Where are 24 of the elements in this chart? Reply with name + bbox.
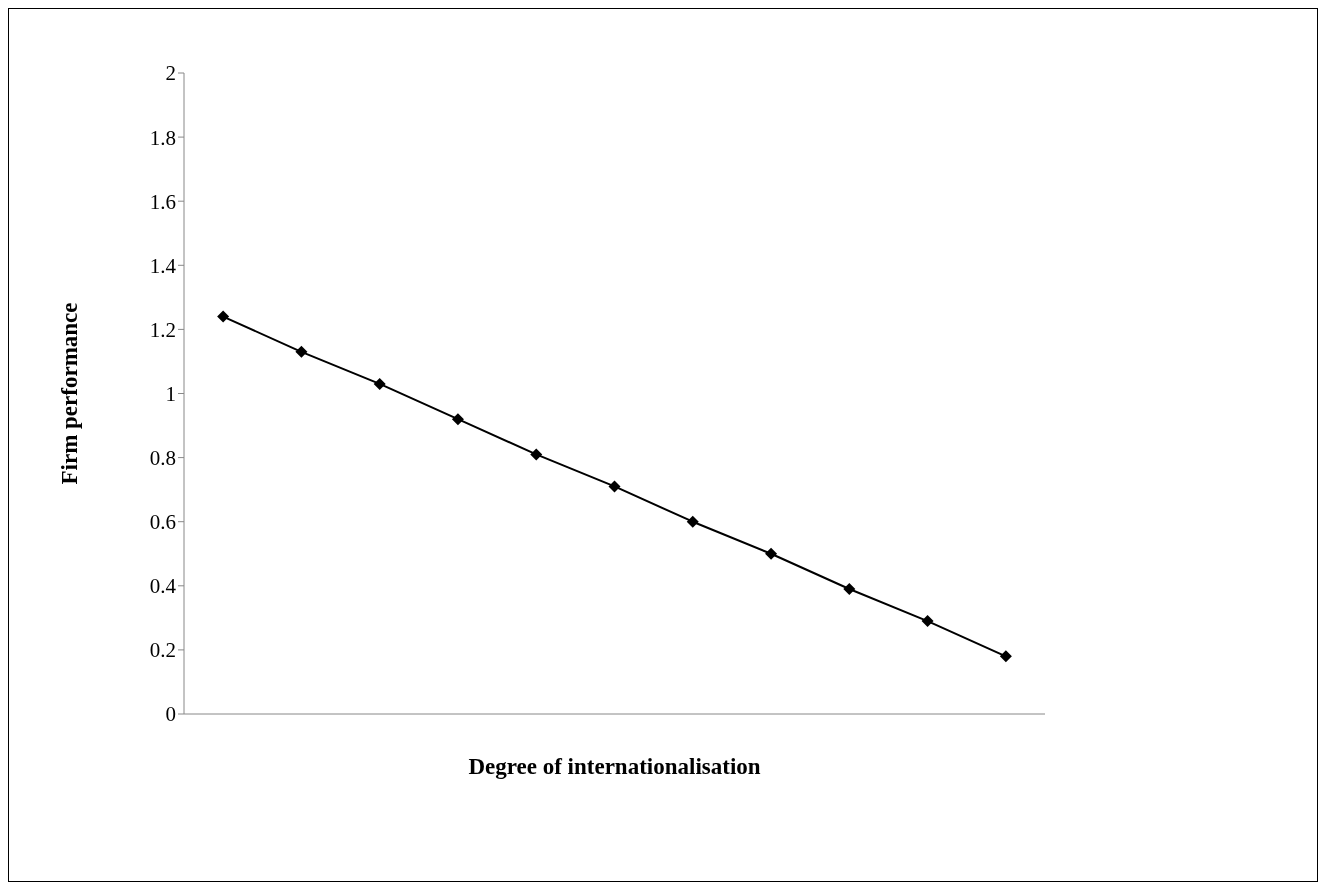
point (608, 480, 621, 493)
point (451, 413, 464, 426)
point (843, 583, 856, 596)
point (765, 547, 778, 560)
y-tick-label: 1.6 (149, 189, 176, 214)
point (686, 515, 699, 528)
y-axis-title: Firm performance (57, 302, 83, 485)
y-tick-label: 1.2 (149, 317, 176, 342)
y-tick-label: 0.6 (149, 510, 176, 535)
point (999, 650, 1012, 663)
point (373, 377, 386, 390)
y-tick-label: 0 (165, 702, 176, 727)
x-axis-title: Degree of internationalisation (468, 754, 761, 779)
y-tick-label: 1.8 (149, 125, 176, 150)
y-tick-label: 0.8 (149, 446, 176, 471)
y-tick-label: 0.2 (149, 638, 176, 663)
y-tick-label: 1.4 (149, 253, 177, 278)
point (295, 345, 308, 358)
point (530, 448, 543, 461)
point (921, 615, 934, 628)
y-tick-label: 0.4 (149, 574, 177, 599)
point (217, 310, 230, 323)
y-tick-label: 1 (165, 381, 176, 406)
y-tick-label: 2 (165, 61, 176, 86)
